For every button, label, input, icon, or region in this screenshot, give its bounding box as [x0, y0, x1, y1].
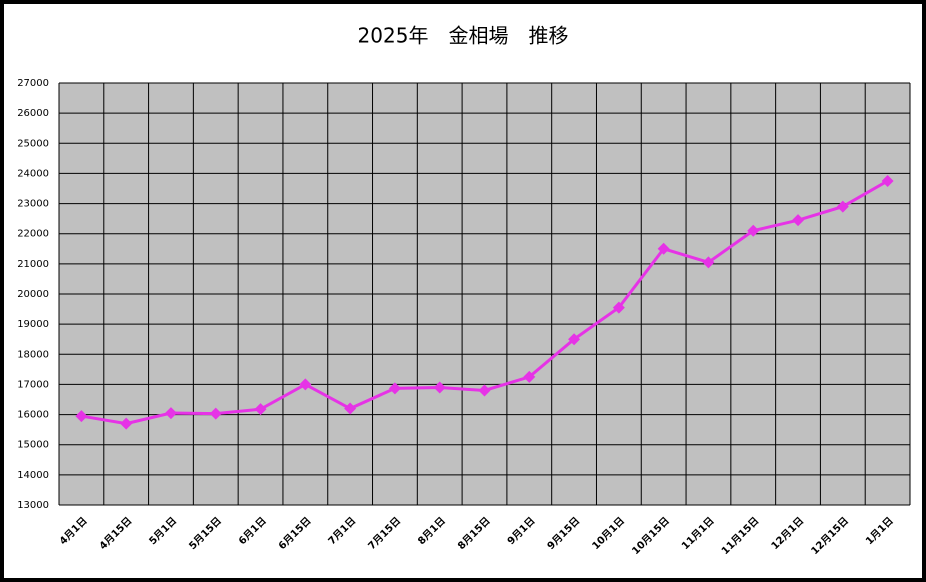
y-tick-label: 15000	[17, 440, 49, 451]
y-tick-label: 16000	[17, 410, 49, 421]
marker	[836, 200, 849, 213]
marker	[433, 381, 446, 394]
marker	[120, 417, 133, 430]
marker	[164, 407, 177, 420]
marker	[299, 378, 312, 391]
marker	[523, 370, 536, 383]
marker	[209, 407, 222, 420]
y-tick-label: 23000	[17, 199, 49, 210]
y-tick-label: 19000	[17, 319, 49, 330]
chart-title: 2025年 金相場 推移	[358, 24, 569, 48]
y-tick-label: 20000	[17, 289, 49, 300]
marker	[344, 402, 357, 415]
marker	[881, 174, 894, 187]
marker	[657, 242, 670, 255]
marker	[478, 384, 491, 397]
y-tick-label: 13000	[17, 500, 49, 511]
marker	[75, 410, 88, 423]
marker	[568, 333, 581, 346]
marker	[792, 214, 805, 227]
marker	[254, 403, 267, 416]
y-tick-label: 21000	[17, 259, 49, 270]
y-tick-label: 22000	[17, 229, 49, 240]
y-tick-label: 27000	[17, 78, 49, 89]
y-tick-label: 26000	[17, 108, 49, 119]
y-tick-label: 14000	[17, 470, 49, 481]
y-tick-label: 18000	[17, 349, 49, 360]
marker	[612, 301, 625, 314]
marker	[388, 382, 401, 395]
y-tick-label: 24000	[17, 168, 49, 179]
marker	[747, 224, 760, 237]
y-tick-label: 17000	[17, 379, 49, 390]
y-tick-label: 25000	[17, 138, 49, 149]
marker	[702, 256, 715, 269]
